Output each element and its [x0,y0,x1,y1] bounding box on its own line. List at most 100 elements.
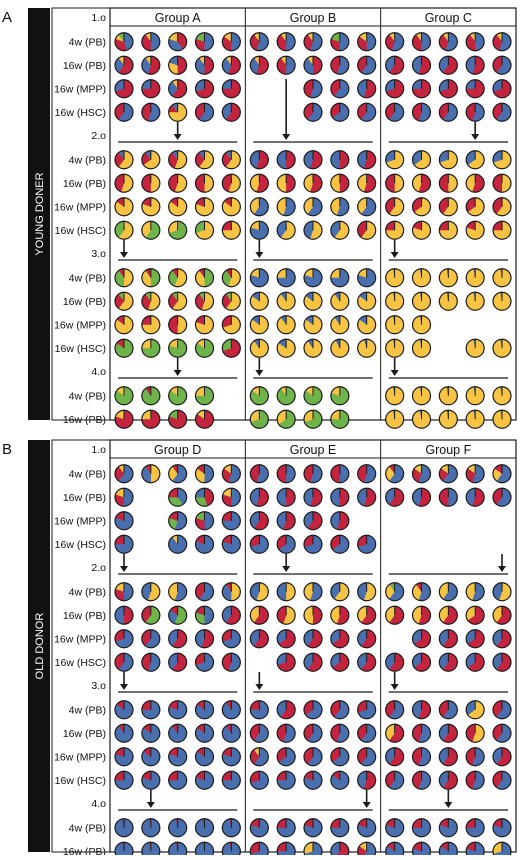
pie-slice-red [277,606,287,624]
pie-outline [276,315,296,335]
pie-slice-blue [124,488,133,507]
pie-chart [221,723,241,743]
pie-outline [303,747,323,767]
pie-chart [357,464,377,484]
pie-outline [276,291,296,311]
panel-a: A YOUNG DONER Group A Group B Group C 1.o 4w (… [2,7,517,429]
pie-slice-yellow [330,174,340,193]
pie-slice-red [177,56,187,75]
pie-chart [303,652,323,672]
pie-chart [221,747,241,767]
pie-slice-red [250,464,260,483]
pie-slice-blue [385,747,395,765]
pie-chart [221,511,241,531]
pie-slice-red [385,221,395,231]
pie-outline [249,841,269,860]
pie-chart [385,487,405,507]
pie-outline [276,197,296,217]
pie-slice-green [278,410,296,429]
pie-outline [194,747,215,767]
pie-chart [221,582,241,602]
pie-outline [357,464,377,484]
pie-slice-yellow [304,197,313,215]
pie-outline [141,818,161,838]
pie-outline [492,55,512,75]
pie-chart [438,32,458,52]
pie-chart [141,79,161,99]
stage-label: 1.o [91,12,106,24]
pie-outline [385,173,405,193]
pie-slice-green [226,292,232,302]
pie-chart [357,582,377,602]
pie-outline [114,487,134,507]
pie-outline [492,291,512,311]
pie-slice-red [195,38,205,51]
pie-chart [492,582,512,602]
pie-outline [114,511,134,531]
pie-outline [303,220,323,240]
pie-chart [330,747,350,767]
pie-chart [114,220,134,240]
pie-outline [141,102,161,122]
pie-slice-blue [145,629,160,648]
pie-slice-yellow [168,62,178,75]
pie-outline [168,841,188,860]
pie-outline [114,700,134,720]
pie-outline [221,173,241,193]
pie-outline [385,102,405,122]
pie-slice-yellow [250,221,260,231]
pie-outline [303,79,323,99]
pie-chart [249,386,269,406]
stage-label: 1.o [91,444,106,456]
pie-outline [276,747,296,767]
pie-chart [492,652,512,672]
pie-outline [168,79,188,99]
pie-outline [330,268,350,288]
pie-chart [168,487,188,507]
pie-outline [465,723,485,743]
pie-outline [357,150,377,170]
pie-chart [330,487,350,507]
pie-chart [303,534,323,554]
pie-chart [141,150,161,170]
pie-slice-red [115,511,124,521]
pie-outline [194,582,215,602]
pie-slice-red [412,771,422,789]
pie-outline [465,487,485,507]
pie-outline [249,629,269,649]
pie-slice-red [172,464,178,474]
pie-slice-blue [332,103,349,122]
pie-chart [357,150,377,170]
pie-chart [492,150,512,170]
pie-chart [411,173,432,193]
pie-chart [330,464,350,484]
pie-outline [330,291,350,311]
pie-slice-blue [496,488,512,507]
pie-outline [385,409,405,429]
pie-slice-yellow [277,197,287,216]
pie-chart [385,652,405,672]
pie-chart [276,220,296,240]
pie-chart [276,338,296,358]
pie-slice-yellow [389,197,404,216]
pie-slice-yellow [222,488,232,498]
pie-chart [168,652,188,672]
pie-slice-red [195,293,205,310]
row-label: 16w (PB) [63,60,106,72]
pie-slice-blue [307,197,323,216]
pie-slice-red [386,79,404,98]
pie-slice-red [466,34,476,51]
pie-slice-red [115,653,124,670]
pie-chart [330,841,350,860]
pie-slice-yellow [303,410,313,423]
row-labels: 1.o 4w (PB) 16w (PB) 16w (MPP) 16w (HSC) 2.o 4… [54,444,106,858]
pie-outline [492,700,512,720]
pie-outline [114,818,134,838]
pie-chart [411,841,432,860]
pie-chart [330,700,350,720]
pie-chart [330,534,350,554]
pie-slice-red [254,629,269,648]
pie-slice-red [304,818,313,828]
pie-slice-red [357,747,367,765]
pie-outline [385,150,405,170]
